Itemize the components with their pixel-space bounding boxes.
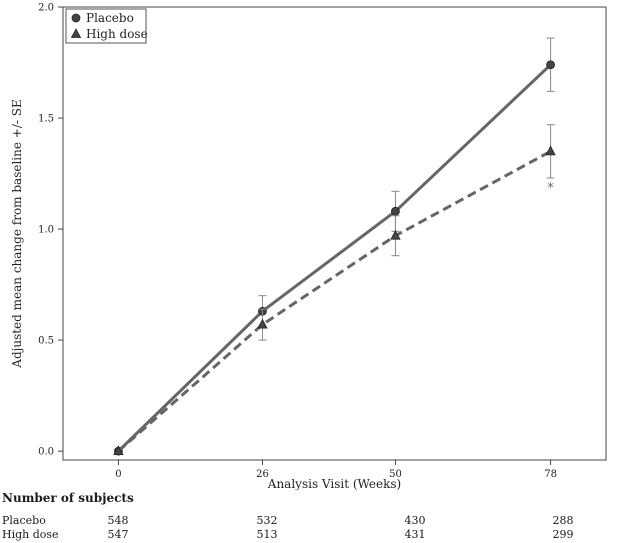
subjects-count: 431 <box>404 528 426 541</box>
y-tick-label: 1.0 <box>38 225 54 236</box>
subjects-count: 299 <box>552 528 574 541</box>
x-axis-label: Analysis Visit (Weeks) <box>267 477 401 490</box>
subjects-row-high-dose: High dose 547 513 431 299 <box>0 528 620 543</box>
y-tick-label: 0.0 <box>38 447 54 458</box>
number-of-subjects-title: Number of subjects <box>2 491 134 505</box>
y-tick-label: 0.5 <box>38 336 54 347</box>
data-point <box>546 60 555 70</box>
x-tick-label: 0 <box>115 469 121 480</box>
subjects-row-label: Placebo <box>2 514 46 527</box>
subjects-count: 513 <box>256 528 278 541</box>
subjects-count: 547 <box>107 528 129 541</box>
series-placebo <box>114 37 555 456</box>
x-tick-label: 50 <box>389 469 402 480</box>
data-point <box>390 229 401 240</box>
x-tick-label: 78 <box>544 469 557 480</box>
x-tick-label: 26 <box>256 469 269 480</box>
legend-label: Placebo <box>86 11 134 25</box>
data-point <box>257 318 268 329</box>
chart: 0.0 0.5 1.0 1.5 2.0 0 26 50 78 Analysis Visit (We… <box>10 3 607 490</box>
data-point <box>113 445 124 456</box>
legend-box <box>65 8 147 44</box>
legend-marker-circle <box>71 13 81 23</box>
subjects-count: 430 <box>404 514 426 527</box>
subjects-count: 532 <box>256 514 278 527</box>
data-point <box>545 145 556 156</box>
series-high-dose <box>113 124 556 456</box>
y-axis-label: Adjusted mean change from baseline +/- S… <box>10 99 24 368</box>
subjects-row-placebo: Placebo 548 532 430 288 <box>0 514 620 529</box>
significance-asterisk: * <box>547 181 554 196</box>
data-point <box>391 206 400 216</box>
subjects-row-label: High dose <box>2 528 59 541</box>
y-tick-label: 1.5 <box>38 114 54 125</box>
plot-frame <box>62 6 607 461</box>
legend-label: High dose <box>86 27 148 41</box>
subjects-count: 288 <box>552 514 574 527</box>
subjects-count: 548 <box>107 514 129 527</box>
legend-marker-triangle <box>70 28 82 38</box>
y-tick-label: 2.0 <box>38 3 54 14</box>
series-line-high-dose <box>117 150 552 453</box>
legend: Placebo High dose <box>65 8 148 44</box>
series-line-placebo <box>117 63 552 453</box>
